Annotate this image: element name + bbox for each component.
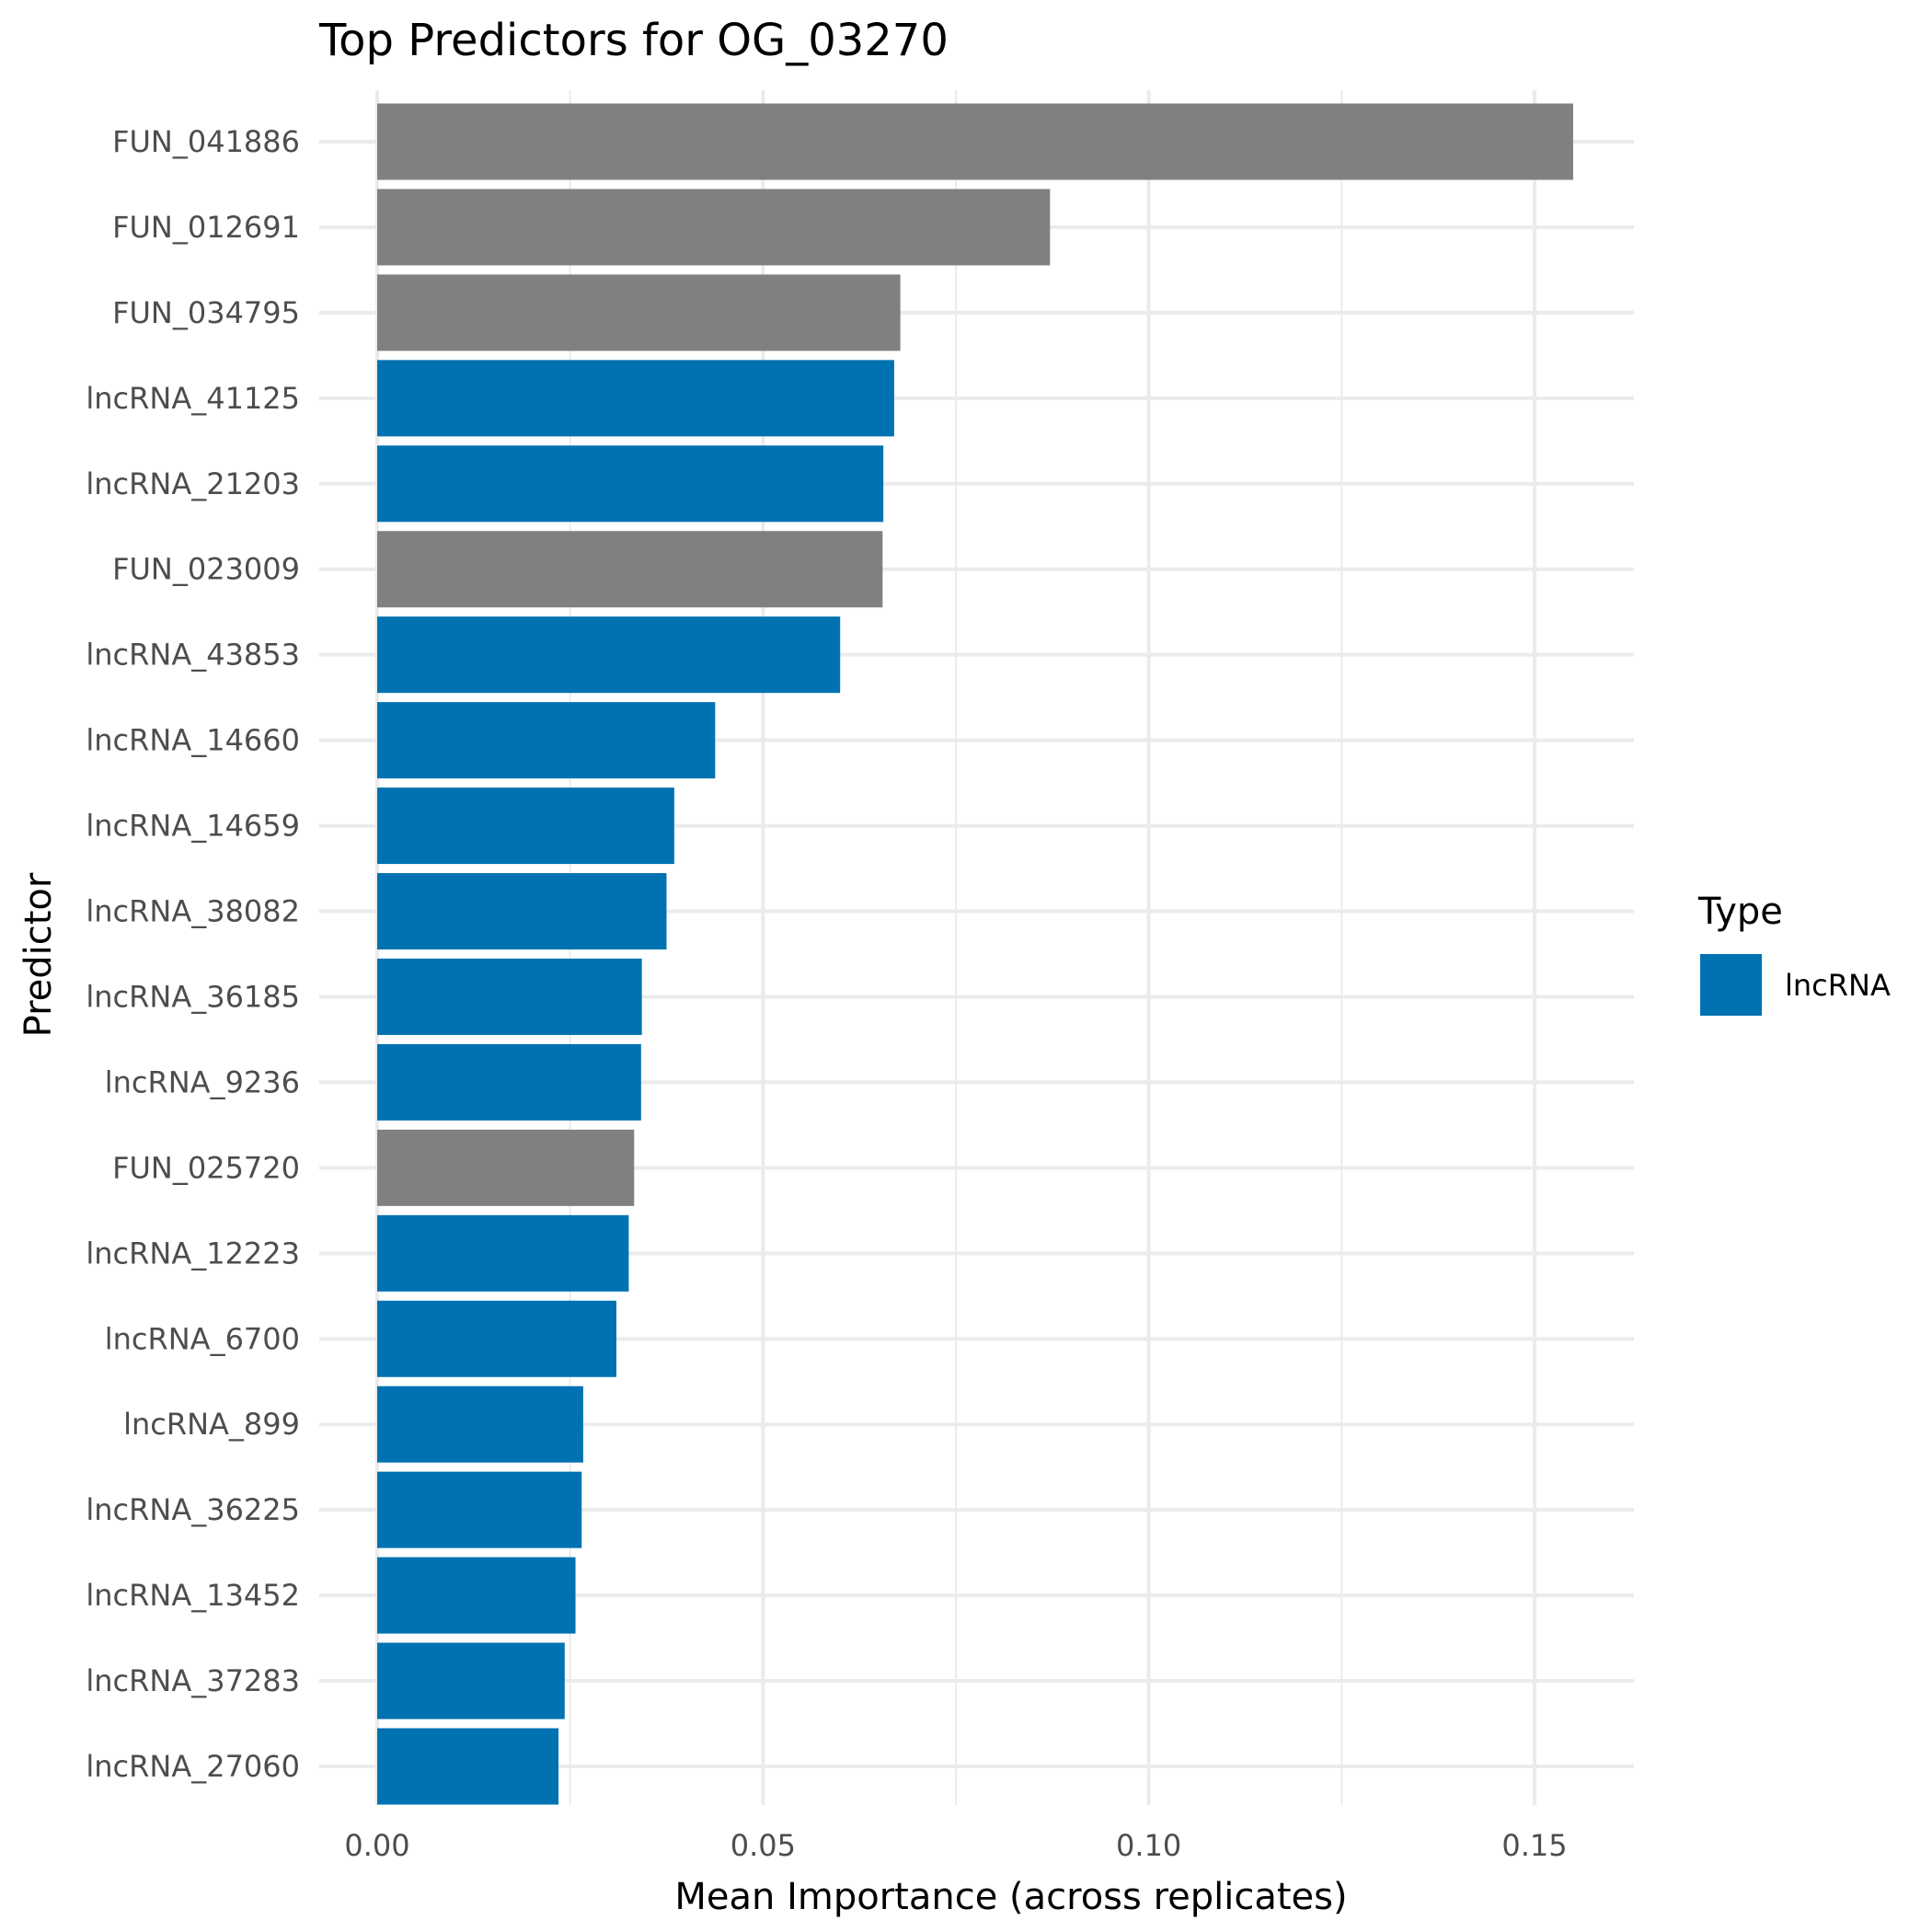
legend-title: Type — [1697, 891, 1783, 933]
bar-lncrna-14660 — [377, 702, 716, 779]
bar-fun-041886 — [377, 103, 1573, 180]
y-tick-label: FUN_041886 — [112, 124, 300, 159]
bar-lncrna-6700 — [377, 1300, 616, 1377]
bar-lncrna-43853 — [377, 616, 841, 694]
bar-lncrna-21203 — [377, 445, 884, 523]
x-axis-title: Mean Importance (across replicates) — [674, 1876, 1347, 1918]
bar-fun-034795 — [377, 274, 901, 351]
y-tick-label: FUN_012691 — [112, 210, 300, 245]
y-tick-label: FUN_034795 — [112, 295, 300, 330]
x-axis-ticks: 0.00 0.05 0.10 0.15 — [344, 1828, 1567, 1863]
bar-lncrna-12223 — [377, 1214, 629, 1292]
bar-lncrna-37283 — [377, 1642, 565, 1719]
y-axis-ticks: FUN_041886 FUN_012691 FUN_034795 lncRNA_411… — [86, 124, 300, 1784]
y-tick-label: lncRNA_12223 — [86, 1236, 300, 1271]
bar-lncrna-14659 — [377, 788, 674, 865]
y-tick-label: lncRNA_6700 — [105, 1321, 300, 1356]
y-tick-label: lncRNA_36225 — [86, 1492, 300, 1527]
y-axis-title: Predictor — [17, 872, 60, 1037]
y-tick-label: lncRNA_899 — [123, 1407, 300, 1442]
x-tick-label: 0.00 — [344, 1828, 409, 1863]
legend: Type lncRNA — [1697, 891, 1891, 1016]
y-tick-label: lncRNA_41125 — [86, 381, 300, 416]
bar-lncrna-27060 — [377, 1728, 559, 1805]
bar-lncrna-38082 — [377, 873, 667, 950]
y-tick-label: lncRNA_38082 — [86, 894, 300, 929]
y-tick-label: lncRNA_14659 — [86, 809, 300, 844]
y-tick-label: lncRNA_36185 — [86, 979, 300, 1014]
bar-lncrna-13452 — [377, 1557, 576, 1634]
legend-key-lncrna — [1700, 954, 1762, 1016]
bar-lncrna-36185 — [377, 958, 642, 1035]
bar-lncrna-36225 — [377, 1471, 582, 1548]
legend-label-lncrna: lncRNA — [1785, 968, 1891, 1003]
bars — [377, 103, 1573, 1805]
bar-lncrna-899 — [377, 1386, 583, 1463]
bar-fun-023009 — [377, 531, 883, 608]
y-tick-label: lncRNA_21203 — [86, 466, 300, 501]
bar-fun-012691 — [377, 189, 1051, 266]
y-tick-label: lncRNA_43853 — [86, 638, 300, 673]
chart-title: Top Predictors for OG_03270 — [318, 15, 949, 66]
x-tick-label: 0.05 — [730, 1828, 796, 1863]
y-tick-label: lncRNA_37283 — [86, 1663, 300, 1698]
x-tick-label: 0.15 — [1501, 1828, 1567, 1863]
y-tick-label: lncRNA_27060 — [86, 1749, 300, 1784]
y-tick-label: FUN_025720 — [112, 1150, 300, 1185]
bar-fun-025720 — [377, 1129, 635, 1206]
bar-lncrna-41125 — [377, 360, 894, 437]
y-tick-label: FUN_023009 — [112, 552, 300, 587]
x-tick-label: 0.10 — [1116, 1828, 1181, 1863]
y-tick-label: lncRNA_9236 — [105, 1064, 300, 1099]
y-tick-label: lncRNA_14660 — [86, 723, 300, 758]
y-tick-label: lncRNA_13452 — [86, 1578, 300, 1613]
bar-lncrna-9236 — [377, 1043, 641, 1121]
